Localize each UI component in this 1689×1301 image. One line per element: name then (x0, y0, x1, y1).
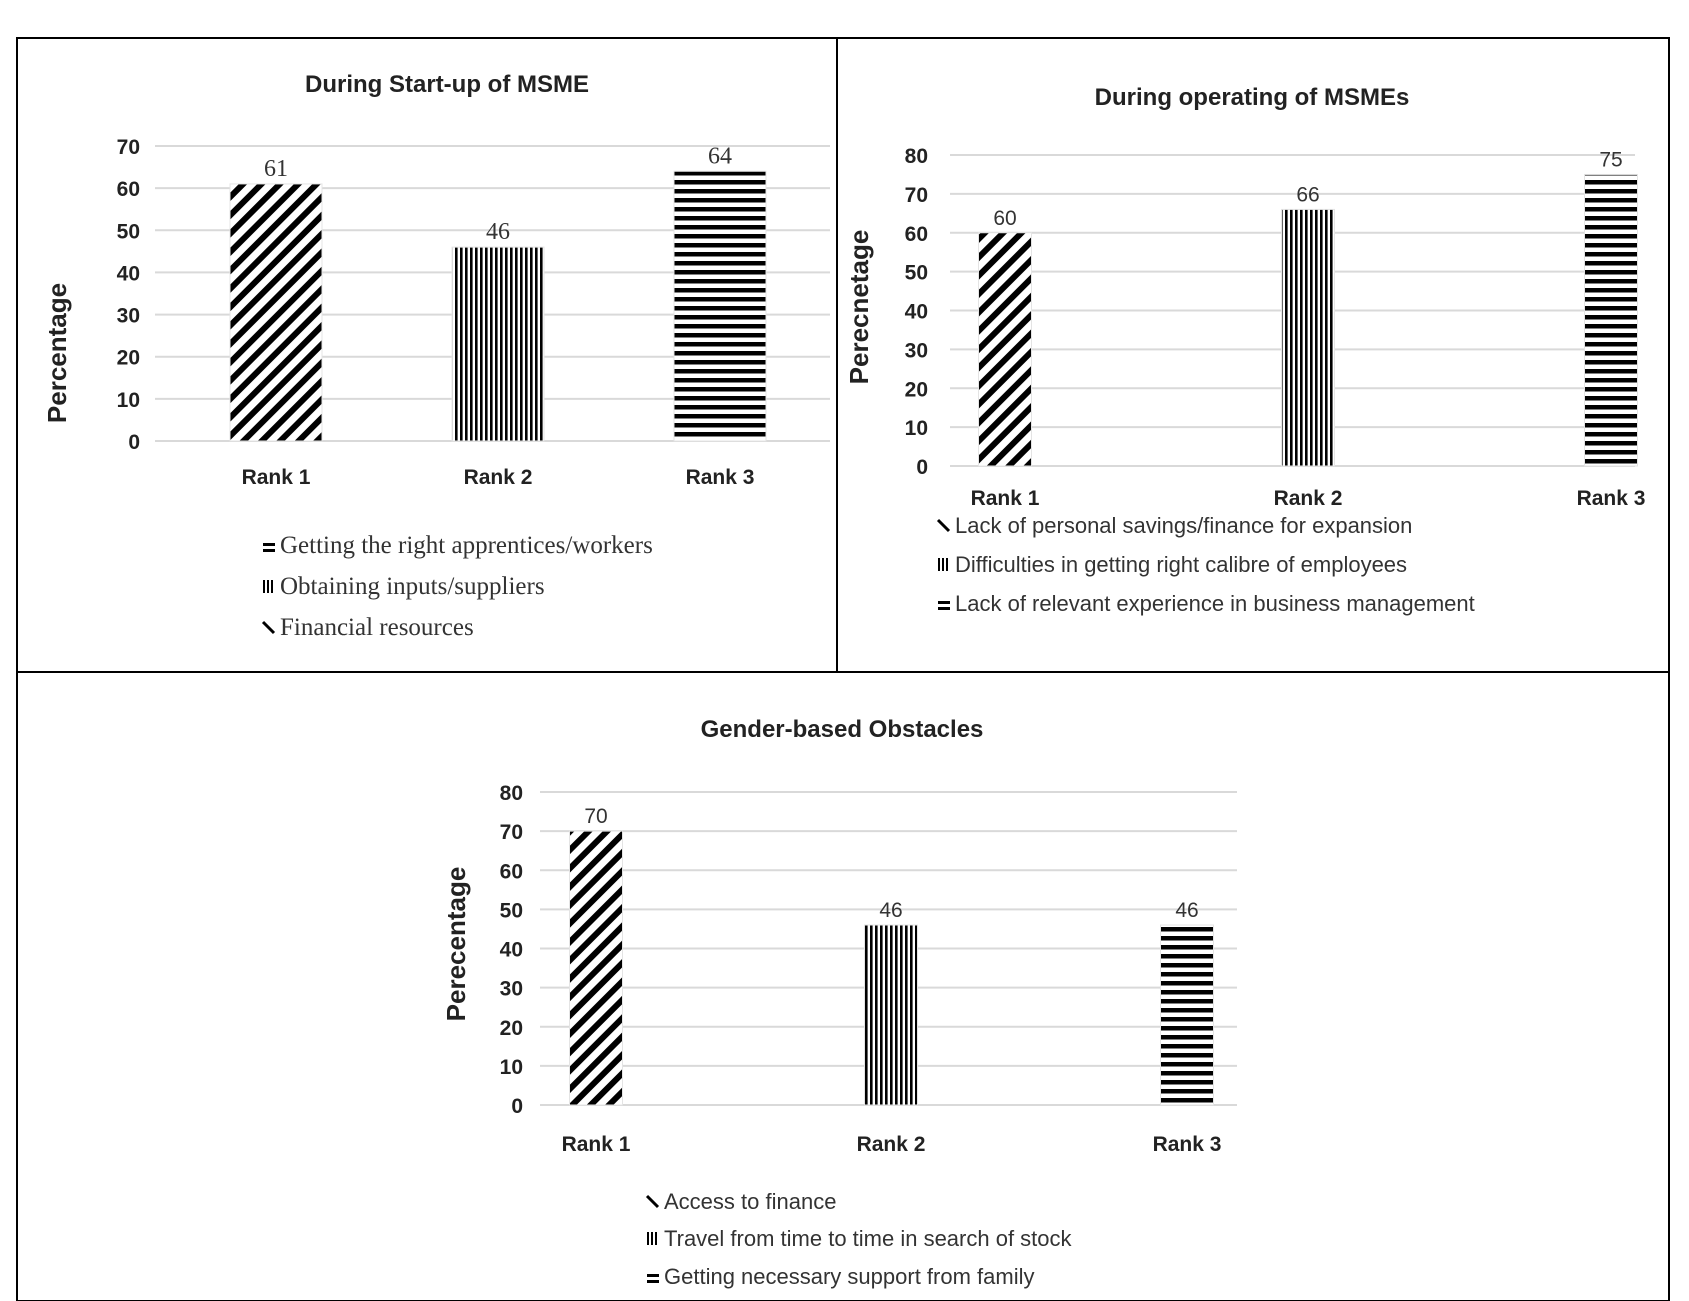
bar (673, 170, 767, 442)
data-labels: 60 66 75 (993, 148, 1622, 229)
legend-marker (936, 518, 951, 533)
frame-bottom (16, 671, 1670, 1301)
y-tick-label: 60 (117, 178, 140, 201)
bar (978, 232, 1032, 467)
y-tick-label: 30 (905, 339, 928, 362)
category-label: Rank 3 (1577, 487, 1646, 510)
y-tick-label: 40 (117, 262, 140, 285)
y-tick-labels: 0 10 20 30 40 50 60 70 80 (500, 782, 523, 1118)
legend: Access to finance Travel from time to tim… (645, 1189, 1073, 1289)
bar (1160, 924, 1214, 1106)
category-label: Rank 3 (1153, 1133, 1222, 1156)
y-tick-label: 20 (500, 1017, 523, 1040)
y-tick-labels: 0 10 20 30 40 50 60 70 80 (905, 145, 928, 479)
y-tick-label: 60 (500, 860, 523, 883)
legend-marker (261, 620, 276, 635)
y-tick-label: 30 (500, 978, 523, 1001)
bar (1281, 208, 1335, 467)
chart-title: During Start-up of MSME (305, 71, 589, 98)
y-tick-label: 70 (117, 136, 140, 159)
data-label: 75 (1599, 148, 1622, 171)
legend-entry: Lack of relevant experience in business … (955, 591, 1475, 616)
data-label: 61 (264, 156, 288, 182)
y-tick-label: 60 (905, 223, 928, 246)
legend-entry: Obtaining inputs/suppliers (280, 573, 545, 600)
legend: Lack of personal savings/finance for exp… (936, 513, 1475, 616)
category-label: Rank 1 (971, 487, 1040, 510)
category-label: Rank 3 (686, 466, 755, 489)
y-tick-label: 80 (905, 145, 928, 168)
bar (864, 924, 918, 1106)
y-tick-label: 70 (500, 821, 523, 844)
legend-entry: Getting necessary support from family (664, 1264, 1034, 1289)
y-axis-label: Percentage (42, 283, 72, 423)
bar (1584, 173, 1638, 467)
y-tick-label: 20 (117, 347, 140, 370)
y-tick-label: 50 (117, 220, 140, 243)
legend-marker (263, 543, 275, 552)
chart-operating: During operating of MSMEs Perecnetage 0 1… (844, 84, 1645, 616)
bar (451, 246, 545, 442)
data-label: 60 (993, 207, 1016, 230)
bars (569, 830, 1214, 1106)
y-tick-label: 50 (905, 262, 928, 285)
data-label: 46 (1175, 899, 1198, 922)
data-label: 46 (879, 899, 902, 922)
y-tick-label: 40 (500, 939, 523, 962)
legend-entry: Financial resources (280, 614, 474, 641)
bars (229, 170, 767, 442)
category-label: Rank 2 (857, 1133, 926, 1156)
legend-marker (938, 558, 948, 571)
legend-marker (647, 1232, 657, 1245)
category-label: Rank 2 (1274, 487, 1343, 510)
chart-startup: During Start-up of MSME Percentage 0 10 20… (42, 71, 830, 641)
y-axis-label: Perecnetage (844, 230, 874, 385)
category-labels: Rank 1 Rank 2 Rank 3 (242, 466, 755, 489)
y-tick-label: 0 (128, 431, 140, 454)
category-label: Rank 1 (562, 1133, 631, 1156)
legend-entry: Lack of personal savings/finance for exp… (955, 513, 1412, 538)
bar (569, 830, 623, 1106)
legend-marker (263, 580, 273, 593)
y-tick-label: 40 (905, 301, 928, 324)
data-labels: 61 46 64 (264, 143, 732, 245)
data-label: 70 (584, 805, 607, 828)
y-tick-label: 10 (500, 1056, 523, 1079)
y-tick-label: 10 (117, 389, 140, 412)
y-tick-label: 80 (500, 782, 523, 805)
legend-marker (645, 1194, 660, 1209)
chart-gender: Gender-based Obstacles Perecentage 0 10 20… (441, 716, 1237, 1289)
legend-entry: Travel from time to time in search of st… (664, 1226, 1073, 1251)
y-tick-label: 30 (117, 305, 140, 328)
y-tick-label: 0 (511, 1095, 523, 1118)
y-tick-label: 0 (916, 456, 928, 479)
legend-entry: Getting the right apprentices/workers (280, 532, 653, 559)
category-label: Rank 2 (464, 466, 533, 489)
category-labels: Rank 1 Rank 2 Rank 3 (562, 1133, 1222, 1156)
panel-frames (16, 37, 1670, 1301)
y-tick-label: 10 (905, 417, 928, 440)
y-tick-label: 20 (905, 378, 928, 401)
bar (229, 183, 323, 442)
legend-marker (938, 601, 950, 610)
chart-title: During operating of MSMEs (1095, 84, 1410, 111)
legend-marker (647, 1274, 659, 1283)
y-tick-labels: 0 10 20 30 40 50 60 70 (117, 136, 140, 454)
y-tick-label: 70 (905, 184, 928, 207)
y-axis-label: Perecentage (441, 867, 471, 1022)
chart-title: Gender-based Obstacles (701, 716, 984, 743)
category-label: Rank 1 (242, 466, 311, 489)
legend-entry: Access to finance (664, 1189, 836, 1214)
data-label: 64 (708, 143, 732, 169)
data-label: 46 (486, 219, 510, 245)
bars (978, 173, 1638, 467)
y-tick-label: 50 (500, 899, 523, 922)
data-label: 66 (1296, 183, 1319, 206)
legend: Getting the right apprentices/workers Obt… (261, 532, 653, 641)
data-labels: 70 46 46 (584, 805, 1198, 922)
legend-entry: Difficulties in getting right calibre of… (955, 552, 1407, 577)
category-labels: Rank 1 Rank 2 Rank 3 (971, 487, 1646, 510)
